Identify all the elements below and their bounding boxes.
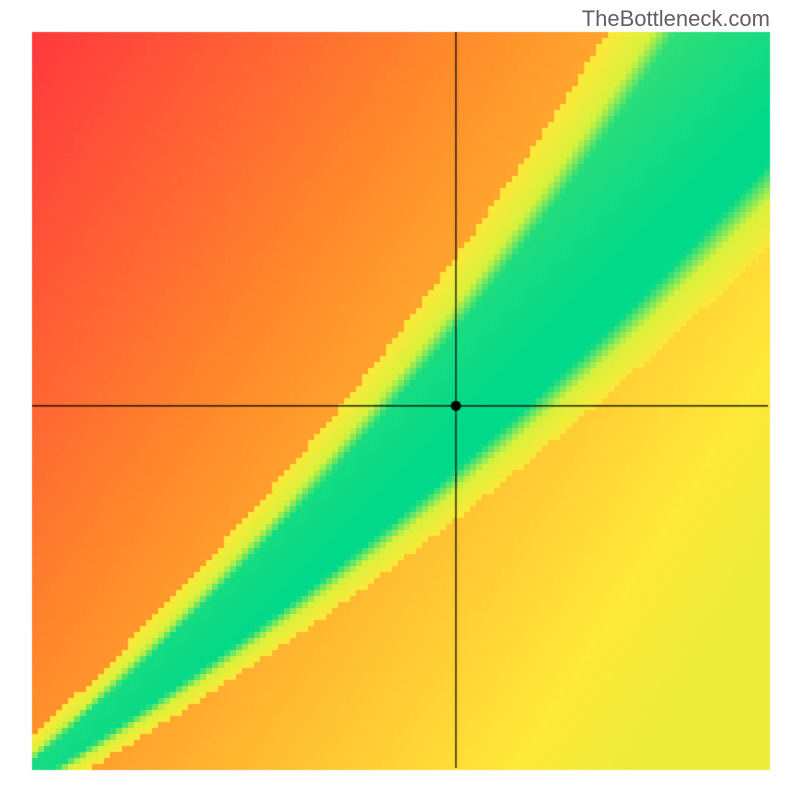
gradient-heatmap-canvas bbox=[0, 0, 800, 800]
chart-container: TheBottleneck.com bbox=[0, 0, 800, 800]
watermark-text: TheBottleneck.com bbox=[582, 6, 770, 32]
